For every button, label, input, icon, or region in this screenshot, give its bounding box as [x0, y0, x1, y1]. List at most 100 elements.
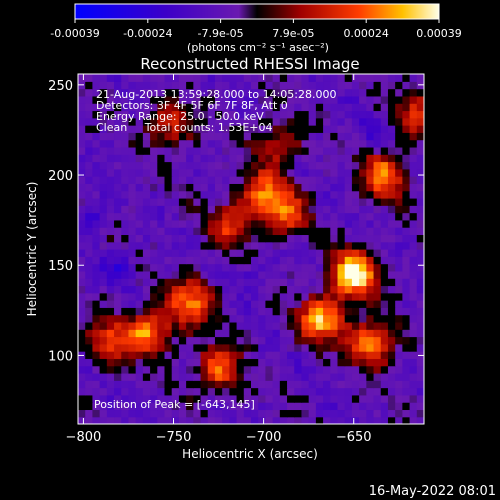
heatmap-cell: [359, 139, 367, 148]
heatmap-cell: [193, 387, 202, 396]
heatmap-cell: [193, 394, 202, 403]
heatmap-cell: [99, 125, 108, 133]
heatmap-cell: [92, 307, 101, 316]
heatmap-cell: [106, 183, 115, 192]
heatmap-cell: [265, 278, 274, 287]
heatmap-cell: [121, 351, 130, 359]
heatmap-cell: [380, 205, 389, 214]
heatmap-cell: [301, 227, 310, 236]
heatmap-cell: [301, 176, 310, 184]
heatmap-cell: [157, 351, 166, 359]
heatmap-cell: [395, 190, 403, 199]
heatmap-cell: [229, 190, 238, 199]
heatmap-cell: [236, 183, 245, 192]
heatmap-cell: [157, 183, 166, 192]
heatmap-cell: [315, 161, 324, 170]
heatmap-cell: [380, 416, 389, 424]
heatmap-cell: [222, 249, 230, 257]
heatmap-cell: [164, 372, 173, 381]
heatmap-cell: [171, 110, 180, 119]
heatmap-cell: [106, 285, 115, 294]
heatmap-cell: [265, 292, 274, 301]
heatmap-cell: [121, 125, 130, 133]
heatmap-cell: [258, 249, 267, 257]
heatmap-cell: [416, 278, 424, 287]
heatmap-cell: [128, 321, 137, 330]
heatmap-cell: [121, 402, 130, 411]
heatmap-cell: [99, 219, 108, 228]
heatmap-cell: [171, 154, 180, 163]
heatmap-cell: [92, 95, 101, 104]
heatmap-cell: [121, 212, 130, 221]
heatmap-cell: [380, 241, 389, 250]
heatmap-cell: [279, 372, 288, 381]
heatmap-cell: [387, 321, 396, 330]
heatmap-cell: [207, 263, 216, 272]
heatmap-cell: [150, 132, 158, 141]
heatmap-cell: [272, 176, 281, 184]
heatmap-cell: [157, 161, 166, 170]
heatmap-cell: [265, 314, 274, 323]
heatmap-cell: [373, 351, 382, 359]
heatmap-cell: [251, 358, 259, 367]
heatmap-cell: [337, 190, 346, 199]
heatmap-cell: [287, 292, 295, 301]
colorbar-tick-label: 0.00039: [416, 27, 462, 40]
observation-info: 21-Aug-2013 13:59:28.000 to 14:05:28.000…: [96, 88, 337, 134]
heatmap-cell: [193, 292, 202, 301]
heatmap-cell: [222, 95, 230, 104]
heatmap-cell: [251, 197, 259, 206]
heatmap-cell: [258, 380, 267, 389]
heatmap-cell: [373, 300, 382, 308]
heatmap-cell: [315, 314, 324, 323]
heatmap-cell: [171, 343, 180, 352]
heatmap-cell: [287, 161, 295, 170]
heatmap-cell: [92, 103, 101, 112]
heatmap-cell: [99, 351, 108, 359]
heatmap-cell: [366, 212, 375, 221]
heatmap-cell: [99, 394, 108, 403]
heatmap-cell: [272, 74, 281, 82]
heatmap-cell: [373, 95, 382, 104]
heatmap-cell: [186, 103, 194, 112]
heatmap-cell: [402, 285, 411, 294]
heatmap-cell: [236, 227, 245, 236]
heatmap-cell: [214, 285, 223, 294]
heatmap-cell: [214, 168, 223, 177]
heatmap-cell: [279, 81, 288, 90]
heatmap-cell: [409, 409, 418, 418]
heatmap-cell: [178, 351, 187, 359]
heatmap-cell: [251, 270, 259, 279]
heatmap-cell: [178, 285, 187, 294]
heatmap-cell: [78, 117, 86, 126]
heatmap-cell: [387, 81, 396, 90]
heatmap-cell: [229, 365, 238, 374]
heatmap-cell: [214, 256, 223, 265]
heatmap-cell: [380, 139, 389, 148]
heatmap-cell: [265, 197, 274, 206]
heatmap-cell: [236, 321, 245, 330]
heatmap-cell: [222, 314, 230, 323]
heatmap-cell: [92, 300, 101, 308]
heatmap-cell: [214, 125, 223, 133]
heatmap-cell: [337, 278, 346, 287]
heatmap-cell: [106, 314, 115, 323]
heatmap-cell: [236, 270, 245, 279]
heatmap-cell: [272, 343, 281, 352]
heatmap-cell: [416, 256, 424, 265]
heatmap-cell: [222, 263, 230, 272]
heatmap-cell: [279, 394, 288, 403]
heatmap-cell: [287, 183, 295, 192]
heatmap-cell: [416, 380, 424, 389]
heatmap-cell: [380, 234, 389, 243]
heatmap-cell: [157, 125, 166, 133]
heatmap-cell: [366, 300, 375, 308]
heatmap-cell: [258, 139, 267, 148]
heatmap-cell: [114, 190, 122, 199]
heatmap-cell: [402, 146, 411, 155]
heatmap-cell: [186, 314, 194, 323]
heatmap-cell: [380, 227, 389, 236]
heatmap-cell: [214, 336, 223, 345]
heatmap-cell: [308, 168, 317, 177]
heatmap-cell: [106, 219, 115, 228]
